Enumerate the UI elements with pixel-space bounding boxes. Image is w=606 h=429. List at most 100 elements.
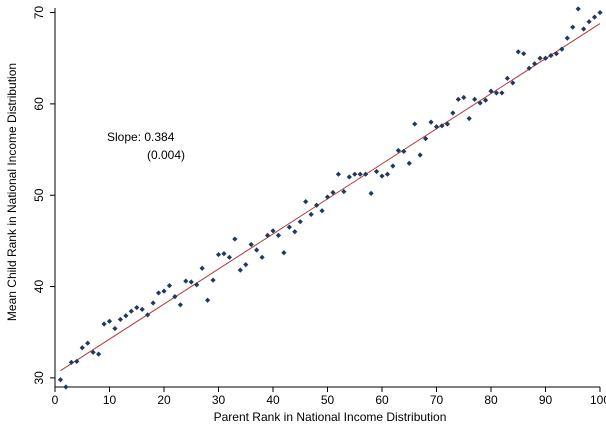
data-point: [161, 288, 167, 294]
data-point: [226, 254, 232, 260]
data-point: [510, 80, 516, 86]
data-point: [155, 290, 162, 296]
data-point: [254, 247, 260, 253]
y-tick-label: 50: [32, 188, 46, 202]
data-point: [423, 135, 429, 142]
data-point: [57, 377, 64, 383]
data-point: [172, 293, 178, 300]
x-tick-label: 100: [590, 393, 606, 407]
data-point: [428, 119, 434, 125]
x-tick-label: 60: [375, 393, 389, 407]
data-point: [559, 46, 565, 52]
data-point: [303, 199, 309, 205]
data-point: [537, 55, 543, 61]
data-point: [117, 316, 123, 323]
data-point: [461, 94, 467, 101]
data-point: [232, 236, 238, 242]
data-point: [188, 279, 194, 285]
data-point: [575, 6, 581, 12]
data-point: [542, 55, 549, 61]
data-point: [363, 171, 369, 177]
data-point: [591, 14, 598, 20]
data-point: [330, 189, 336, 196]
data-point: [270, 228, 276, 234]
x-tick-label: 50: [321, 393, 335, 407]
data-point: [63, 384, 69, 390]
data-point: [515, 49, 521, 55]
data-point: [346, 174, 352, 180]
data-point: [183, 278, 189, 284]
data-point: [275, 232, 282, 238]
data-point: [177, 302, 183, 308]
data-point: [564, 35, 570, 41]
y-tick-label: 60: [32, 97, 46, 111]
data-point: [292, 229, 298, 235]
data-point: [145, 312, 151, 318]
data-point: [532, 61, 538, 67]
data-point: [450, 110, 456, 116]
data-point: [194, 282, 200, 288]
data-point: [85, 340, 91, 346]
data-point: [482, 97, 489, 103]
data-point: [521, 51, 527, 57]
data-point: [308, 211, 314, 217]
data-point: [357, 171, 363, 177]
data-point: [433, 124, 440, 130]
data-point: [221, 251, 227, 257]
data-point: [264, 232, 271, 238]
data-point: [444, 121, 450, 127]
x-tick-label: 20: [157, 393, 171, 407]
data-point: [106, 318, 113, 324]
data-point: [134, 304, 140, 311]
data-point: [581, 26, 587, 32]
data-point: [139, 306, 145, 312]
data-point: [477, 100, 483, 106]
slope-se-annotation: (0.004): [147, 148, 185, 162]
data-point: [96, 351, 102, 357]
y-tick-label: 70: [32, 6, 46, 20]
x-tick-label: 80: [484, 393, 498, 407]
data-point: [341, 188, 347, 195]
data-point: [314, 202, 320, 208]
data-point: [499, 90, 505, 96]
data-point: [68, 359, 74, 365]
x-tick-label: 10: [103, 393, 117, 407]
data-point: [112, 325, 118, 332]
data-point: [150, 300, 156, 306]
data-point: [406, 160, 412, 166]
data-point: [466, 115, 472, 122]
data-point: [166, 283, 173, 289]
y-tick-label: 30: [32, 371, 46, 385]
x-tick-label: 90: [539, 393, 553, 407]
fit-line-group: [60, 23, 601, 372]
data-point: [128, 308, 134, 314]
data-point: [237, 267, 243, 273]
data-point: [205, 297, 211, 303]
data-point: [74, 358, 80, 365]
data-point: [586, 19, 592, 25]
data-point: [123, 313, 129, 319]
data-point: [90, 349, 96, 355]
data-point: [570, 24, 576, 30]
axes: 0 10 20 30 40 50 60 70 80 90 100 30 40 50 60 70: [32, 6, 606, 407]
data-point: [493, 90, 500, 96]
data-point: [319, 208, 325, 214]
data-point: [243, 262, 249, 268]
data-point: [488, 88, 494, 94]
data-point: [401, 148, 407, 154]
data-point: [199, 265, 205, 271]
data-point: [79, 345, 85, 351]
data-point: [553, 51, 559, 57]
data-point: [215, 251, 222, 258]
data-points: [57, 6, 603, 390]
data-point: [412, 121, 418, 127]
x-axis-title: Parent Rank in National Income Distribut…: [214, 410, 447, 424]
data-point: [472, 96, 478, 102]
data-point: [324, 194, 331, 200]
data-point: [210, 277, 216, 283]
data-point: [248, 241, 254, 248]
data-point: [548, 52, 554, 59]
data-point: [101, 321, 107, 327]
data-point: [286, 224, 292, 230]
data-point: [335, 171, 341, 177]
